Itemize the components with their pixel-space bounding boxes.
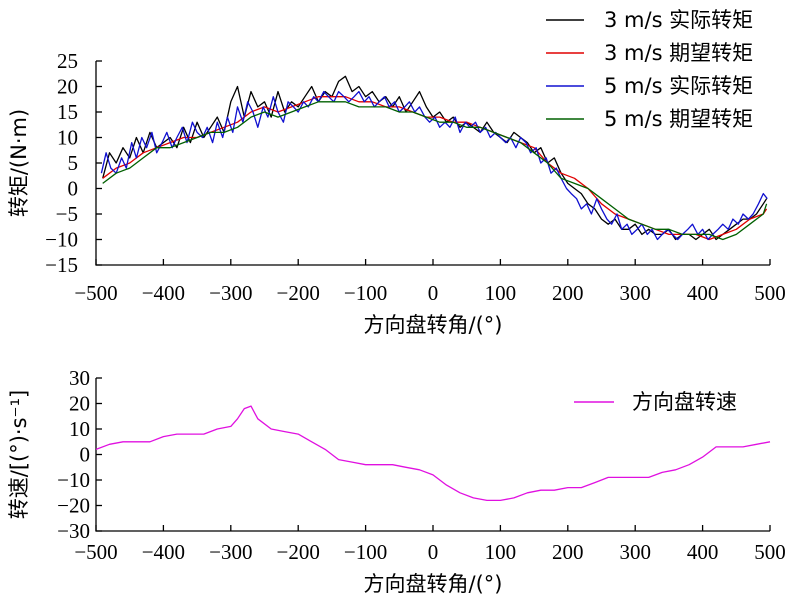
x-axis-label: 方向盘转角/(°) bbox=[364, 313, 503, 337]
y-tick-label: −30 bbox=[57, 519, 90, 543]
x-tick-label: −100 bbox=[344, 281, 387, 305]
y-tick-label: −10 bbox=[45, 228, 78, 252]
x-axis-label: 方向盘转角/(°) bbox=[364, 572, 503, 596]
x-tick-label: −500 bbox=[74, 281, 117, 305]
legend: 3 m/s 实际转矩 3 m/s 期望转矩 5 m/s 实际转矩 5 m/s 期望转矩 bbox=[546, 8, 753, 131]
x-tick-label: −200 bbox=[277, 281, 320, 305]
x-tick-label: 200 bbox=[552, 281, 584, 305]
chart-2: −500 −400 −300 −200 −100 0 100 200 300 400 500−30−… bbox=[7, 366, 786, 596]
x-tick-label: −400 bbox=[142, 540, 185, 564]
y-tick-label: −20 bbox=[57, 494, 90, 518]
y-tick-label: 15 bbox=[57, 100, 78, 124]
y-tick-label: 0 bbox=[80, 443, 91, 467]
x-tick-label: −400 bbox=[142, 281, 185, 305]
y-tick-label: 10 bbox=[57, 126, 78, 150]
x-tick-label: −500 bbox=[74, 540, 117, 564]
legend-entry: 3 m/s 期望转矩 bbox=[604, 41, 753, 65]
series-line-1 bbox=[102, 75, 768, 241]
x-tick-label: 0 bbox=[428, 540, 439, 564]
legend-entry: 3 m/s 实际转矩 bbox=[604, 8, 753, 32]
x-tick-label: −300 bbox=[209, 540, 252, 564]
y-tick-label: 20 bbox=[69, 392, 90, 416]
y-tick-label: −15 bbox=[45, 253, 78, 277]
y-axis-label: 转速/[(°)·s⁻¹] bbox=[7, 390, 31, 519]
series-line-3 bbox=[100, 90, 768, 241]
y-tick-label: 10 bbox=[69, 417, 90, 441]
y-tick-label: 0 bbox=[68, 177, 79, 201]
y-tick-label: 5 bbox=[68, 151, 79, 175]
x-tick-label: 100 bbox=[485, 281, 517, 305]
series-line-1 bbox=[95, 405, 771, 502]
x-tick-label: 400 bbox=[687, 540, 719, 564]
x-tick-label: 0 bbox=[428, 281, 439, 305]
x-tick-label: 300 bbox=[619, 540, 651, 564]
legend-entry: 5 m/s 实际转矩 bbox=[604, 74, 753, 98]
x-tick-label: −100 bbox=[344, 540, 387, 564]
chart-1: −500 −400 −300 −200 −100 0 100 200 300 400 500−15−… bbox=[7, 8, 786, 337]
x-tick-label: −300 bbox=[209, 281, 252, 305]
y-tick-label: 20 bbox=[57, 75, 78, 99]
x-tick-label: 500 bbox=[754, 281, 786, 305]
series-line-4 bbox=[102, 101, 768, 241]
x-tick-label: 200 bbox=[552, 540, 584, 564]
x-tick-label: −200 bbox=[277, 540, 320, 564]
x-tick-label: 500 bbox=[754, 540, 786, 564]
y-tick-label: 25 bbox=[57, 49, 78, 73]
y-tick-label: −10 bbox=[57, 468, 90, 492]
x-tick-label: 400 bbox=[687, 281, 719, 305]
y-axis-label: 转矩/(N·m) bbox=[7, 109, 31, 217]
legend: 方向盘转速 bbox=[574, 390, 737, 414]
legend-entry: 5 m/s 期望转矩 bbox=[604, 107, 753, 131]
legend-entry: 方向盘转速 bbox=[632, 390, 737, 414]
x-tick-label: 100 bbox=[485, 540, 517, 564]
y-tick-label: 30 bbox=[69, 366, 90, 390]
x-tick-label: 300 bbox=[619, 281, 651, 305]
y-tick-label: −5 bbox=[56, 202, 78, 226]
